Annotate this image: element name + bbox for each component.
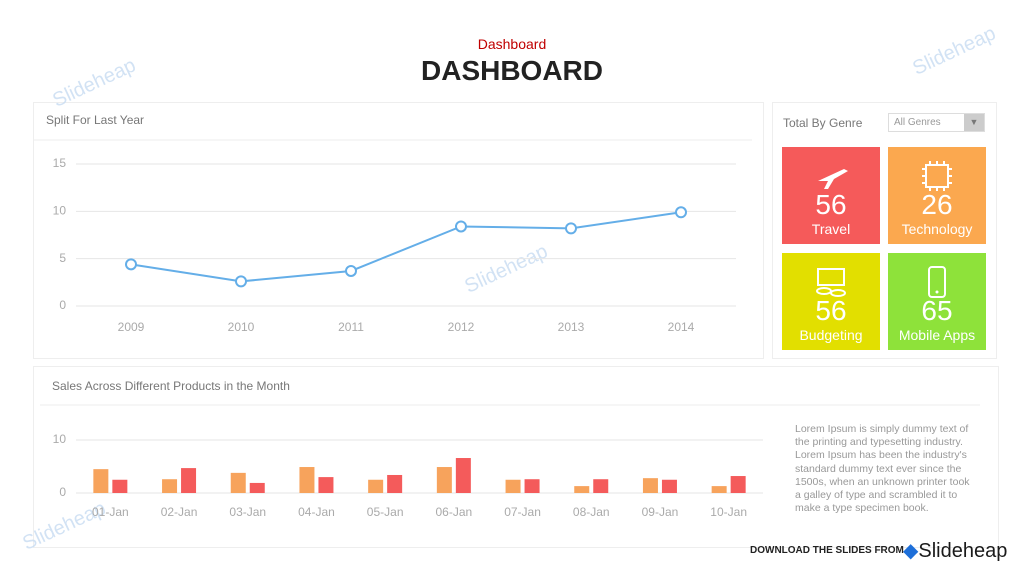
x-tick-label: 10-Jan	[710, 505, 747, 519]
point	[125, 258, 137, 271]
line	[130, 211, 682, 283]
tile-icon	[928, 266, 946, 298]
point	[345, 264, 357, 277]
note: Lorem Ipsum is simply dummy text of the …	[795, 423, 970, 515]
bar	[524, 479, 540, 493]
bar-panel	[33, 366, 999, 548]
y-tick-label: 10	[53, 432, 67, 446]
point	[235, 275, 247, 288]
genre-tile[interactable]: 56 Budgeting	[782, 253, 880, 350]
y-tick-label: 15	[53, 156, 67, 170]
x-tick-label: 03-Jan	[229, 505, 266, 519]
bar	[249, 482, 265, 493]
bar	[299, 467, 315, 493]
bar	[642, 478, 658, 493]
chart-title: Split For Last Year	[46, 113, 144, 127]
bar	[730, 476, 746, 493]
select-arrow[interactable]: ▼	[964, 114, 984, 131]
line-panel	[33, 102, 764, 359]
bar	[436, 467, 452, 493]
download-text: DOWNLOAD THE SLIDES FROM	[750, 545, 904, 556]
point	[565, 222, 577, 235]
subtitle: Dashboard	[477, 36, 547, 52]
x-tick-label: 2014	[668, 320, 695, 334]
title: DASHBOARD	[421, 55, 603, 86]
genre-tile[interactable]: 26 Technology	[888, 147, 986, 244]
genre-tile[interactable]: 65 Mobile Apps	[888, 253, 986, 350]
genre-tile[interactable]: 56 Travel	[782, 147, 880, 244]
bar	[455, 458, 471, 493]
y-tick-label: 0	[59, 298, 66, 312]
genre-panel	[772, 102, 997, 359]
tile-value: 56	[815, 189, 847, 220]
bar	[593, 479, 609, 493]
bar	[112, 479, 128, 493]
genre-select[interactable]: All Genres ▼	[888, 113, 985, 132]
bar	[661, 479, 677, 493]
bar	[387, 474, 403, 493]
point	[455, 220, 467, 233]
x-tick-label: 06-Jan	[435, 505, 472, 519]
x-tick-label: 2010	[228, 320, 255, 334]
tile-icon	[922, 161, 952, 191]
y-tick-label: 5	[59, 251, 66, 265]
tile-value: 26	[921, 189, 953, 220]
x-tick-label: 09-Jan	[642, 505, 679, 519]
tile-label: Technology	[901, 221, 973, 237]
bar	[181, 468, 197, 493]
bar	[230, 472, 246, 493]
bar	[368, 479, 384, 493]
bar	[505, 479, 521, 493]
x-tick-label: 2009	[118, 320, 145, 334]
x-tick-label: 01-Jan	[92, 505, 129, 519]
bar	[93, 469, 109, 493]
select-text: All Genres	[894, 117, 941, 128]
brand-text: Slideheap	[918, 540, 1008, 562]
tile-label: Travel	[811, 221, 851, 237]
tile-icon	[816, 268, 846, 297]
tile-label: Budgeting	[799, 327, 863, 343]
tile-value: 65	[921, 295, 953, 326]
bar	[711, 486, 727, 493]
bar	[574, 486, 590, 493]
x-tick-label: 07-Jan	[504, 505, 541, 519]
x-tick-label: 02-Jan	[161, 505, 198, 519]
tile-icon	[818, 169, 848, 189]
x-tick-label: 04-Jan	[298, 505, 335, 519]
x-tick-label: 2012	[448, 320, 475, 334]
y-tick-label: 0	[59, 485, 66, 499]
x-tick-label: 2011	[338, 320, 364, 334]
x-tick-label: 05-Jan	[367, 505, 404, 519]
tile-value: 56	[815, 295, 847, 326]
x-tick-label: 2013	[558, 320, 585, 334]
tile-label: Mobile Apps	[898, 327, 976, 343]
bar	[162, 479, 178, 493]
brand[interactable]: ◆Slideheap	[903, 540, 1008, 562]
chart-title: Sales Across Different Products in the M…	[52, 379, 290, 393]
bar	[318, 477, 334, 493]
genre-title: Total By Genre	[783, 116, 863, 130]
y-tick-label: 10	[53, 204, 67, 218]
x-tick-label: 08-Jan	[573, 505, 610, 519]
point	[675, 206, 687, 219]
